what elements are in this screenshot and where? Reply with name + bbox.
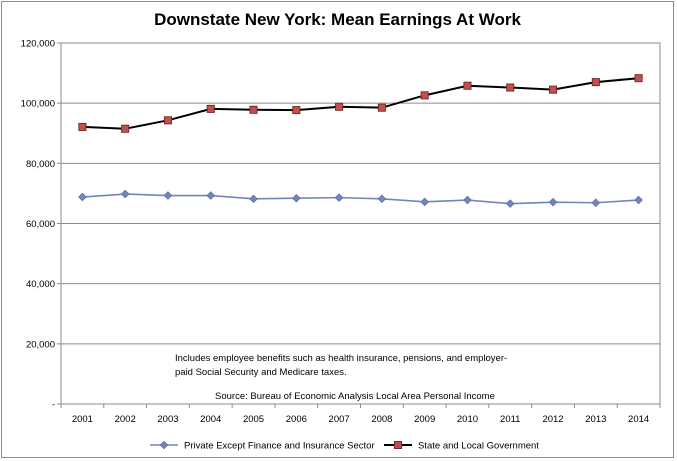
annotation-benefits-line1: Includes employee benefits such as healt… bbox=[175, 353, 507, 364]
data-point-2 bbox=[163, 116, 172, 125]
data-point-2 bbox=[377, 103, 386, 112]
data-point-2 bbox=[420, 91, 429, 100]
series-2 bbox=[78, 74, 643, 133]
data-point-2 bbox=[506, 83, 515, 92]
data-point-2 bbox=[549, 85, 558, 94]
x-tick-label: 2005 bbox=[243, 414, 264, 425]
data-point-1 bbox=[120, 189, 130, 199]
data-point-1 bbox=[163, 191, 173, 200]
series-layer bbox=[78, 74, 643, 208]
data-point-1 bbox=[463, 195, 472, 205]
data-point-1 bbox=[78, 192, 87, 202]
x-tick-label: 2001 bbox=[72, 414, 93, 425]
x-tick-label: 2010 bbox=[457, 414, 478, 425]
data-point-legend-1 bbox=[159, 440, 169, 450]
data-point-1 bbox=[249, 194, 258, 204]
data-point-2 bbox=[591, 78, 600, 87]
x-tick-label: 2007 bbox=[329, 414, 350, 425]
legend-entry-label: Private Except Finance and Insurance Sec… bbox=[184, 441, 375, 452]
annotation-benefits-line2: paid Social Security and Medicare taxes. bbox=[175, 367, 347, 378]
series-line bbox=[82, 193, 639, 205]
data-point-1 bbox=[420, 197, 429, 207]
x-tick-label: 2014 bbox=[628, 414, 649, 425]
data-point-2 bbox=[634, 74, 643, 83]
data-point-1 bbox=[591, 198, 601, 207]
x-tick-label: 2012 bbox=[542, 414, 563, 425]
legend: Private Except Finance and Insurance Sec… bbox=[150, 441, 539, 452]
annotation-source: Source: Bureau of Economic Analysis Loca… bbox=[215, 391, 495, 402]
data-point-2 bbox=[206, 104, 215, 113]
x-tick-label: 2013 bbox=[585, 414, 606, 425]
legend-entry-label: State and Local Government bbox=[418, 441, 539, 452]
data-point-1 bbox=[334, 193, 344, 202]
data-point-2 bbox=[78, 122, 87, 131]
y-tick-label: 20,000 bbox=[26, 339, 55, 350]
data-point-2 bbox=[463, 81, 472, 90]
series-line bbox=[82, 77, 639, 130]
series-1 bbox=[78, 189, 643, 208]
x-tick-label: 2011 bbox=[500, 414, 520, 425]
data-point-legend-2 bbox=[393, 440, 402, 449]
y-tick-label: 120,000 bbox=[21, 39, 55, 50]
data-point-2 bbox=[249, 105, 258, 114]
chart-title: Downstate New York: Mean Earnings At Wor… bbox=[154, 10, 521, 29]
y-tick-label: 40,000 bbox=[26, 279, 55, 290]
data-point-2 bbox=[292, 106, 301, 115]
x-tick-label: 2006 bbox=[286, 414, 307, 425]
data-point-2 bbox=[335, 102, 344, 111]
data-point-1 bbox=[377, 194, 387, 204]
x-tick-label: 2004 bbox=[200, 414, 221, 425]
y-tick-label: 80,000 bbox=[26, 159, 55, 170]
x-axis: 2001 2002 2003 2004 2005 2006 2007 2008 2009 2010… bbox=[60, 404, 661, 425]
data-point-1 bbox=[292, 194, 301, 203]
y-tick-label: 100,000 bbox=[21, 99, 55, 110]
data-point-1 bbox=[506, 199, 515, 208]
data-point-2 bbox=[121, 124, 130, 133]
data-point-1 bbox=[548, 197, 558, 207]
y-tick-label: - bbox=[52, 400, 55, 411]
data-point-1 bbox=[634, 195, 643, 205]
gridlines bbox=[61, 42, 660, 345]
y-tick-label: 60,000 bbox=[26, 219, 55, 230]
x-tick-label: 2002 bbox=[115, 414, 136, 425]
y-axis: - 20,000 40,000 60,000 80,000 100,000 120,000 bbox=[21, 39, 61, 411]
x-tick-label: 2008 bbox=[371, 414, 392, 425]
data-point-1 bbox=[206, 191, 215, 200]
x-tick-label: 2003 bbox=[157, 414, 178, 425]
x-tick-label: 2009 bbox=[414, 414, 435, 425]
